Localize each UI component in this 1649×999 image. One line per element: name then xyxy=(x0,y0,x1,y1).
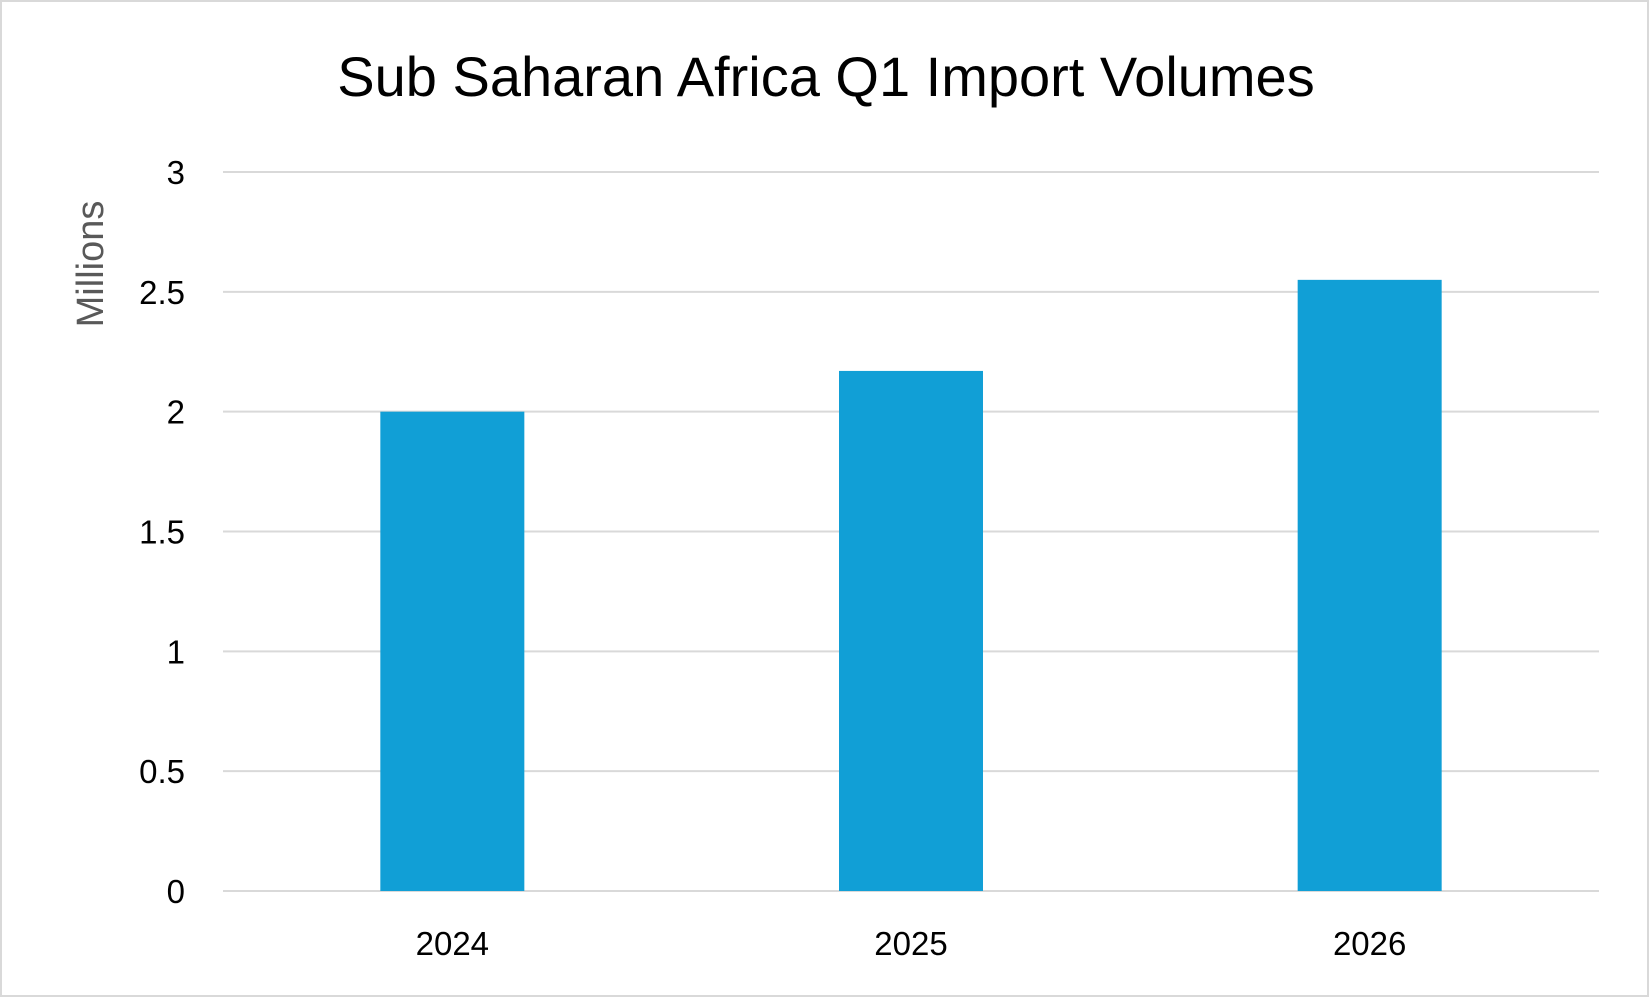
y-tick-label: 1 xyxy=(167,633,185,670)
y-tick-labels: 0 0.5 1 1.5 2 2.5 3 xyxy=(139,154,185,910)
bar-2024 xyxy=(380,411,525,891)
bars xyxy=(380,279,1442,892)
y-tick-label: 2.5 xyxy=(139,274,185,311)
y-tick-label: 0.5 xyxy=(139,753,185,790)
bar-2025 xyxy=(839,370,983,891)
y-tick-label: 0 xyxy=(167,873,185,910)
x-tick-label: 2024 xyxy=(416,925,489,962)
y-tick-label: 1.5 xyxy=(139,514,185,551)
x-tick-labels: 2024 2025 2026 xyxy=(416,925,1407,962)
x-tick-label: 2026 xyxy=(1333,925,1406,962)
y-tick-label: 3 xyxy=(167,154,185,191)
bar-2026 xyxy=(1297,279,1442,892)
y-axis-label: Millions xyxy=(70,201,112,328)
x-tick-label: 2025 xyxy=(874,925,947,962)
y-tick-label: 2 xyxy=(167,394,185,431)
chart-title: Sub Saharan Africa Q1 Import Volumes xyxy=(337,45,1314,108)
